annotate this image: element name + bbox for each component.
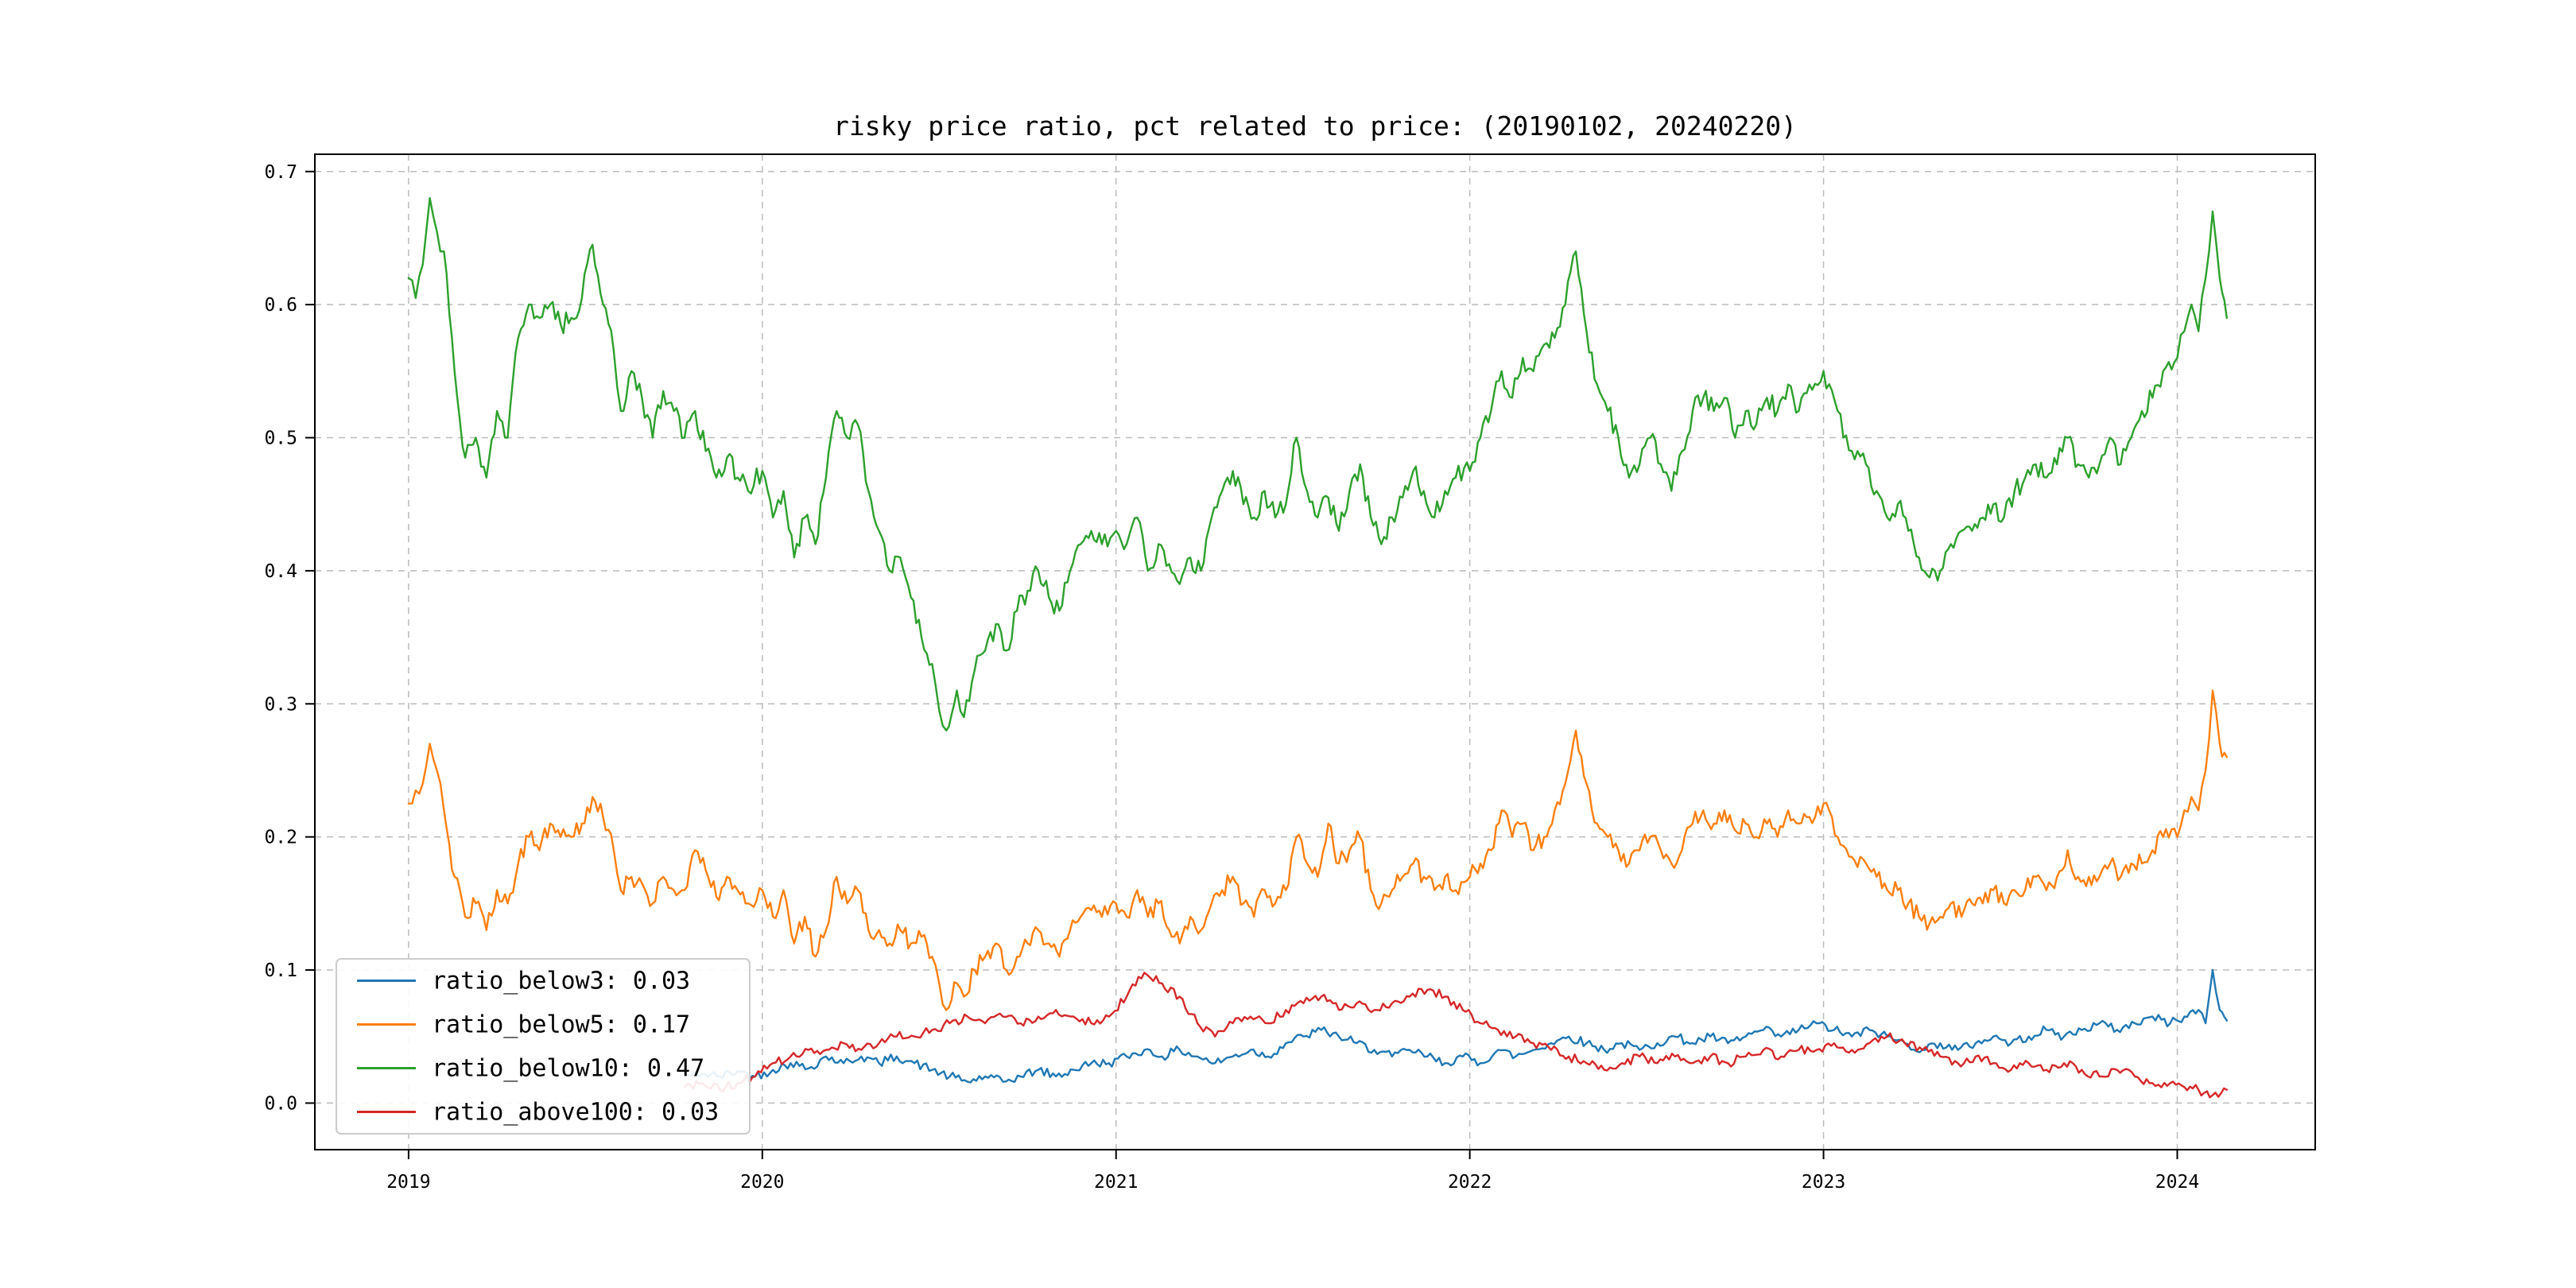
y-tick-label: 0.3 xyxy=(264,694,297,715)
chart-title: risky price ratio, pct related to price:… xyxy=(833,111,1797,142)
series-line-ratio_above100 xyxy=(683,972,2229,1099)
y-tick-label: 0.6 xyxy=(264,295,297,316)
x-tick-label: 2022 xyxy=(1448,1172,1492,1193)
x-tick-label: 2020 xyxy=(740,1172,784,1193)
legend: ratio_below3: 0.03 ratio_below5: 0.17 rati… xyxy=(336,958,751,1135)
x-tick-label: 2023 xyxy=(1802,1172,1845,1193)
legend-label-ratio_above100: ratio_above100: 0.03 xyxy=(432,1099,719,1127)
plot-frame xyxy=(314,153,2316,1150)
series-line-ratio_below10 xyxy=(407,196,2229,731)
x-tick-label: 2021 xyxy=(1094,1172,1138,1193)
y-tick-label: 0.1 xyxy=(264,960,297,981)
series-group xyxy=(407,196,2229,1099)
y-tick-label: 0.2 xyxy=(264,828,297,848)
legend-label-ratio_below5: ratio_below5: 0.17 xyxy=(432,1011,690,1039)
y-tick-label: 0.4 xyxy=(264,561,297,582)
legend-label-ratio_below3: ratio_below3: 0.03 xyxy=(432,968,690,995)
legend-box xyxy=(336,958,751,1135)
series-line-ratio_below5 xyxy=(407,689,2229,1011)
y-tick-label: 0.0 xyxy=(264,1093,297,1114)
legend-label-ratio_below10: ratio_below10: 0.47 xyxy=(432,1055,704,1083)
plot-area: 2019 2020 2021 2022 2023 2024 0.0 0.1 0.2 0.3 0.4 0… xyxy=(264,153,2316,1193)
x-tick-label: 2019 xyxy=(386,1172,430,1193)
x-tick-label: 2024 xyxy=(2155,1172,2199,1193)
series-line-ratio_below3 xyxy=(683,968,2229,1084)
y-tick-label: 0.7 xyxy=(264,162,297,183)
y-tick-label: 0.5 xyxy=(264,429,297,449)
